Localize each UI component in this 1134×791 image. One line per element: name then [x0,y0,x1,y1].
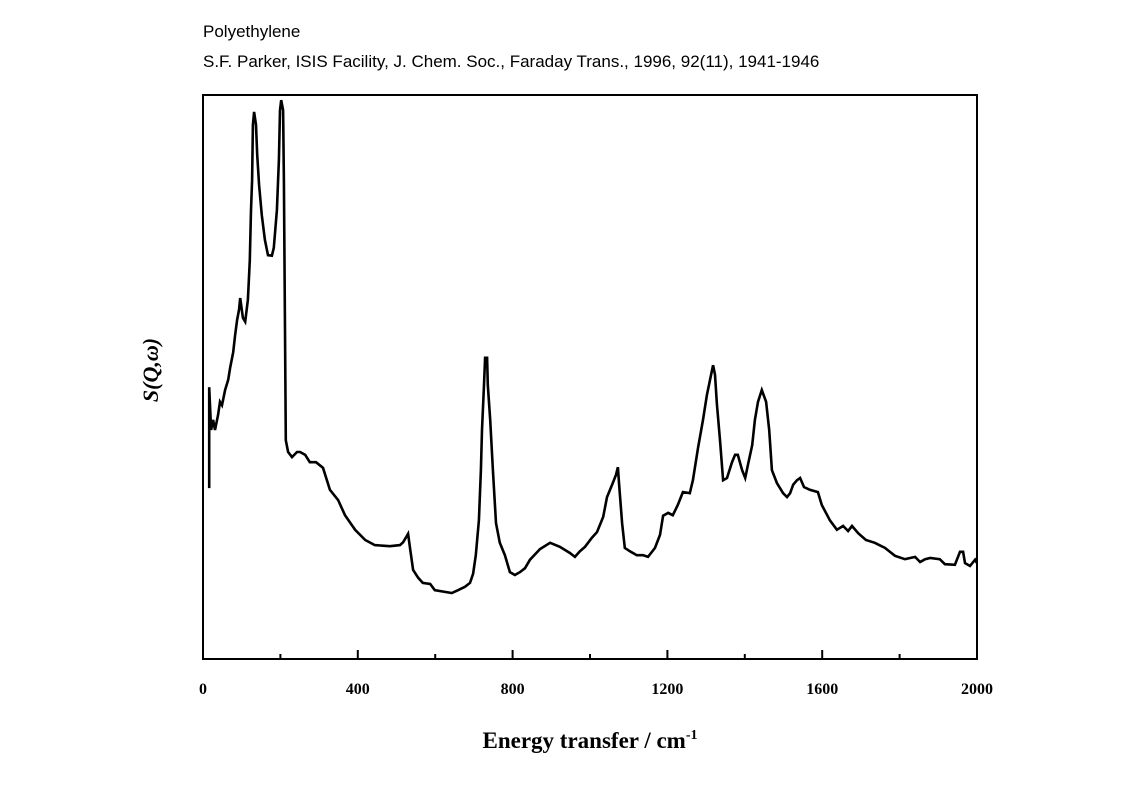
x-axis-label-superscript: -1 [686,728,698,743]
x-tick-label: 0 [199,681,207,698]
x-tick-label: 1200 [651,681,683,698]
x-tick-label: 2000 [961,681,993,698]
x-axis-label-text: Energy transfer / cm [483,728,686,753]
y-axis-label: S(Q,ω) [138,338,163,402]
chart-subtitle: S.F. Parker, ISIS Facility, J. Chem. Soc… [203,52,820,71]
x-axis-label: Energy transfer / cm-1 [483,728,698,753]
x-tick-label: 400 [346,681,370,698]
x-tick-label: 800 [501,681,525,698]
x-axis-ticks: 0 400 800 1200 1600 2000 [199,650,993,698]
series-line-polyethylene [207,99,979,595]
plot-frame [202,94,978,660]
chart-title: Polyethylene [203,22,301,41]
x-tick-label: 1600 [806,681,838,698]
